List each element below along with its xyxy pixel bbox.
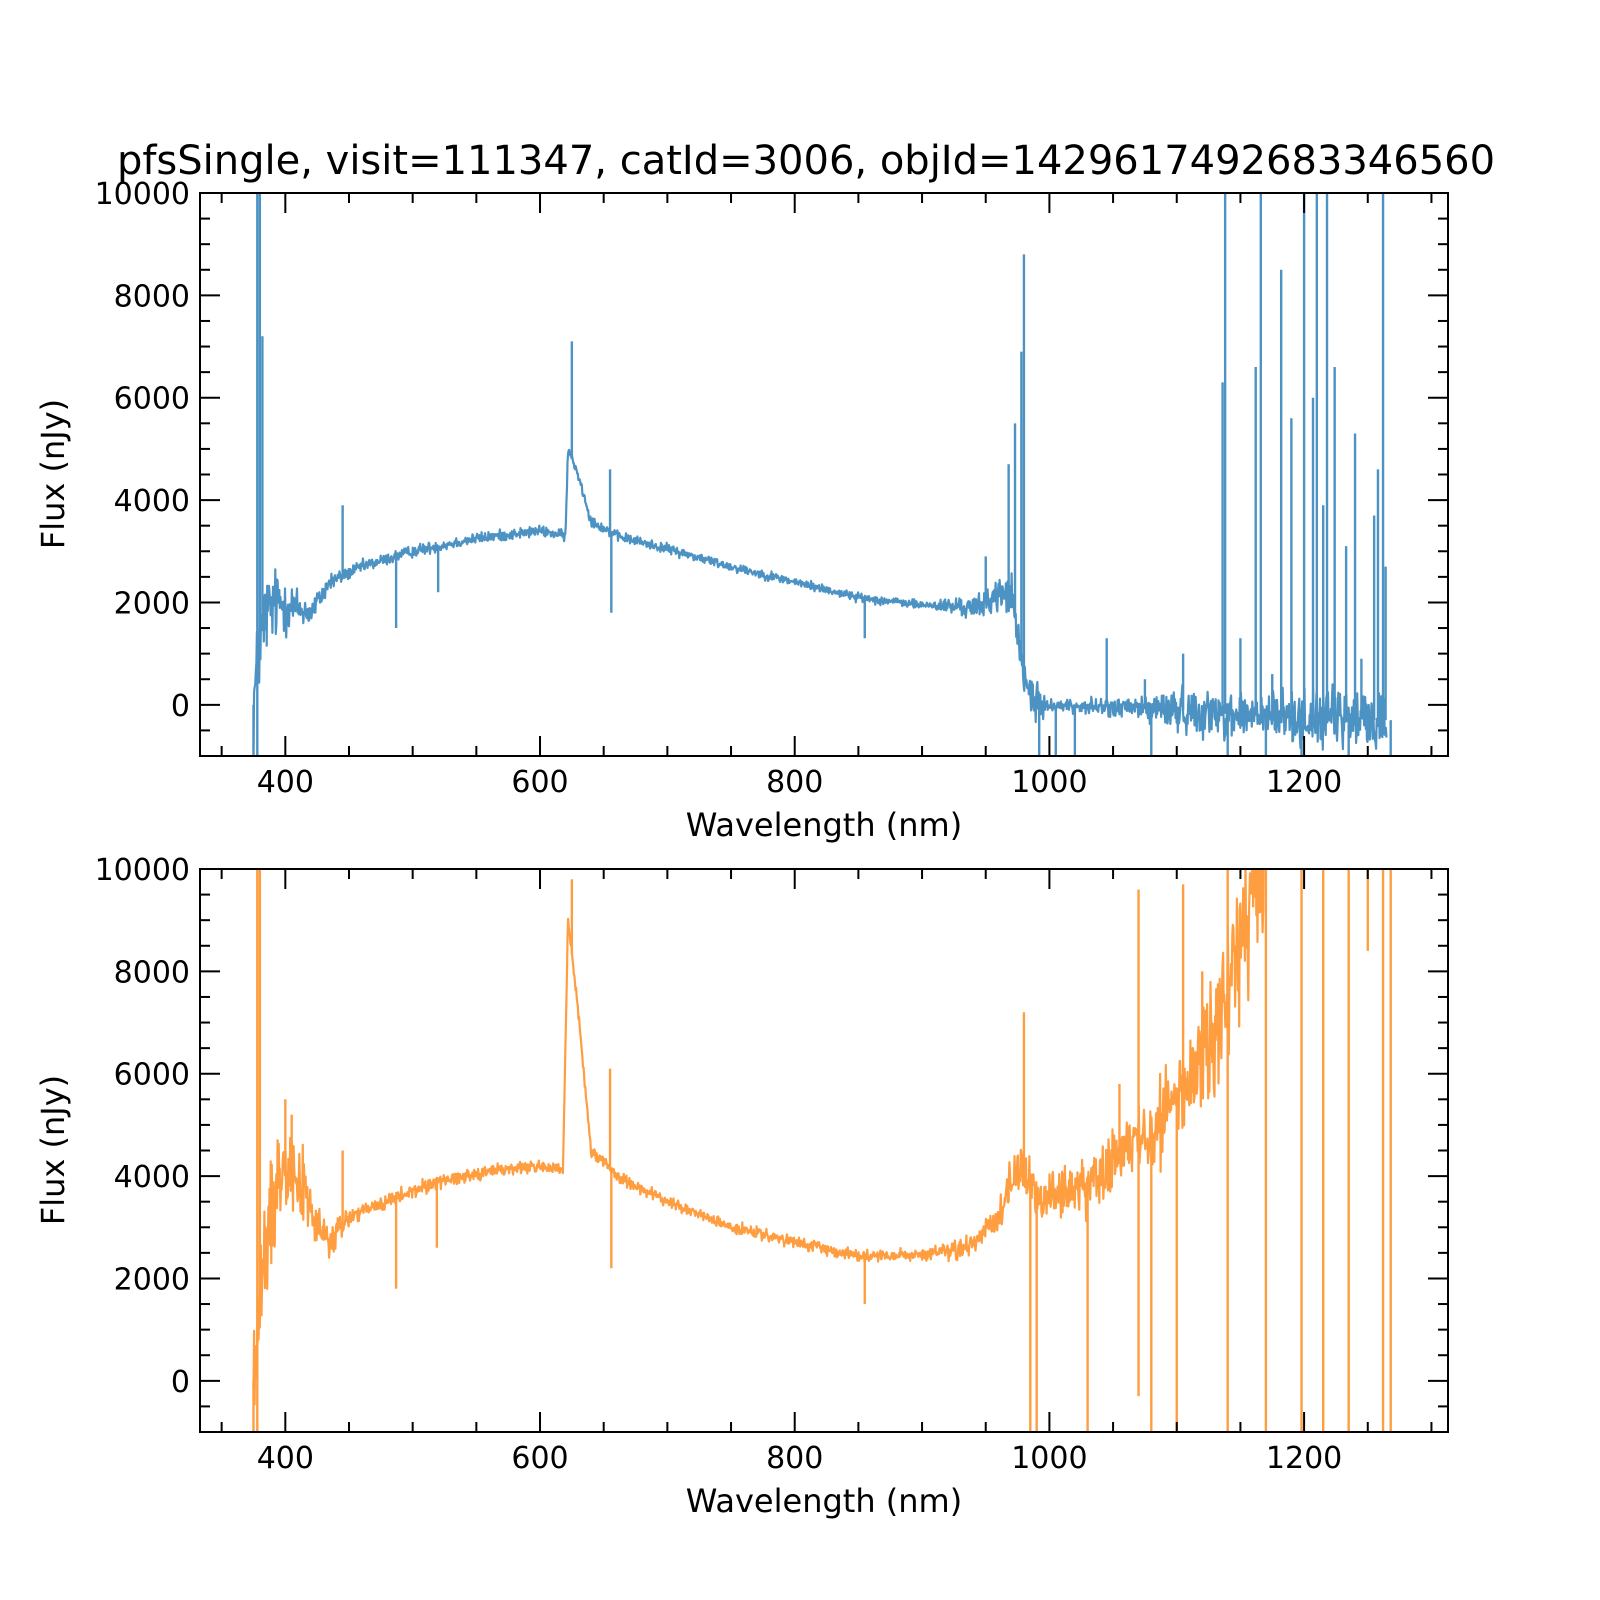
y-tick-label: 2000	[114, 586, 190, 621]
y-tick-label: 10000	[95, 177, 190, 212]
y-tick-label: 0	[171, 1365, 190, 1400]
y-tick-label: 4000	[114, 484, 190, 519]
spectrum-line	[252, 869, 1265, 1406]
x-tick-label: 800	[766, 1441, 823, 1476]
y-tick-label: 4000	[114, 1160, 190, 1195]
x-tick-label: 1200	[1266, 765, 1342, 800]
x-tick-label: 400	[257, 1441, 314, 1476]
y-axis-label-bottom: Flux (nJy)	[34, 1075, 72, 1225]
x-tick-label: 1000	[1011, 765, 1087, 800]
y-tick-label: 0	[171, 689, 190, 724]
x-tick-label: 800	[766, 765, 823, 800]
x-tick-label: 600	[511, 765, 568, 800]
y-tick-label: 8000	[114, 955, 190, 990]
x-axis-label-top: Wavelength (nm)	[686, 806, 962, 844]
spectrum-panel-top: 400 600 800 1000 12000200040006000800010000 …	[34, 177, 1449, 844]
y-tick-label: 8000	[114, 279, 190, 314]
y-tick-label: 2000	[114, 1262, 190, 1297]
spectrum-panel-bottom: 400 600 800 1000 12000200040006000800010000 …	[34, 853, 1449, 1520]
y-tick-label: 10000	[95, 853, 190, 888]
x-tick-label: 600	[511, 1441, 568, 1476]
x-tick-label: 1200	[1266, 1441, 1342, 1476]
spectrum-line	[252, 448, 1388, 751]
x-tick-label: 1000	[1011, 1441, 1087, 1476]
y-tick-label: 6000	[114, 382, 190, 417]
x-tick-label: 400	[257, 765, 314, 800]
y-tick-label: 6000	[114, 1058, 190, 1093]
chart-title: pfsSingle, visit=111347, catId=3006, obj…	[117, 138, 1495, 184]
y-axis-label-top: Flux (nJy)	[34, 399, 72, 549]
x-axis-label-bottom: Wavelength (nm)	[686, 1482, 962, 1520]
